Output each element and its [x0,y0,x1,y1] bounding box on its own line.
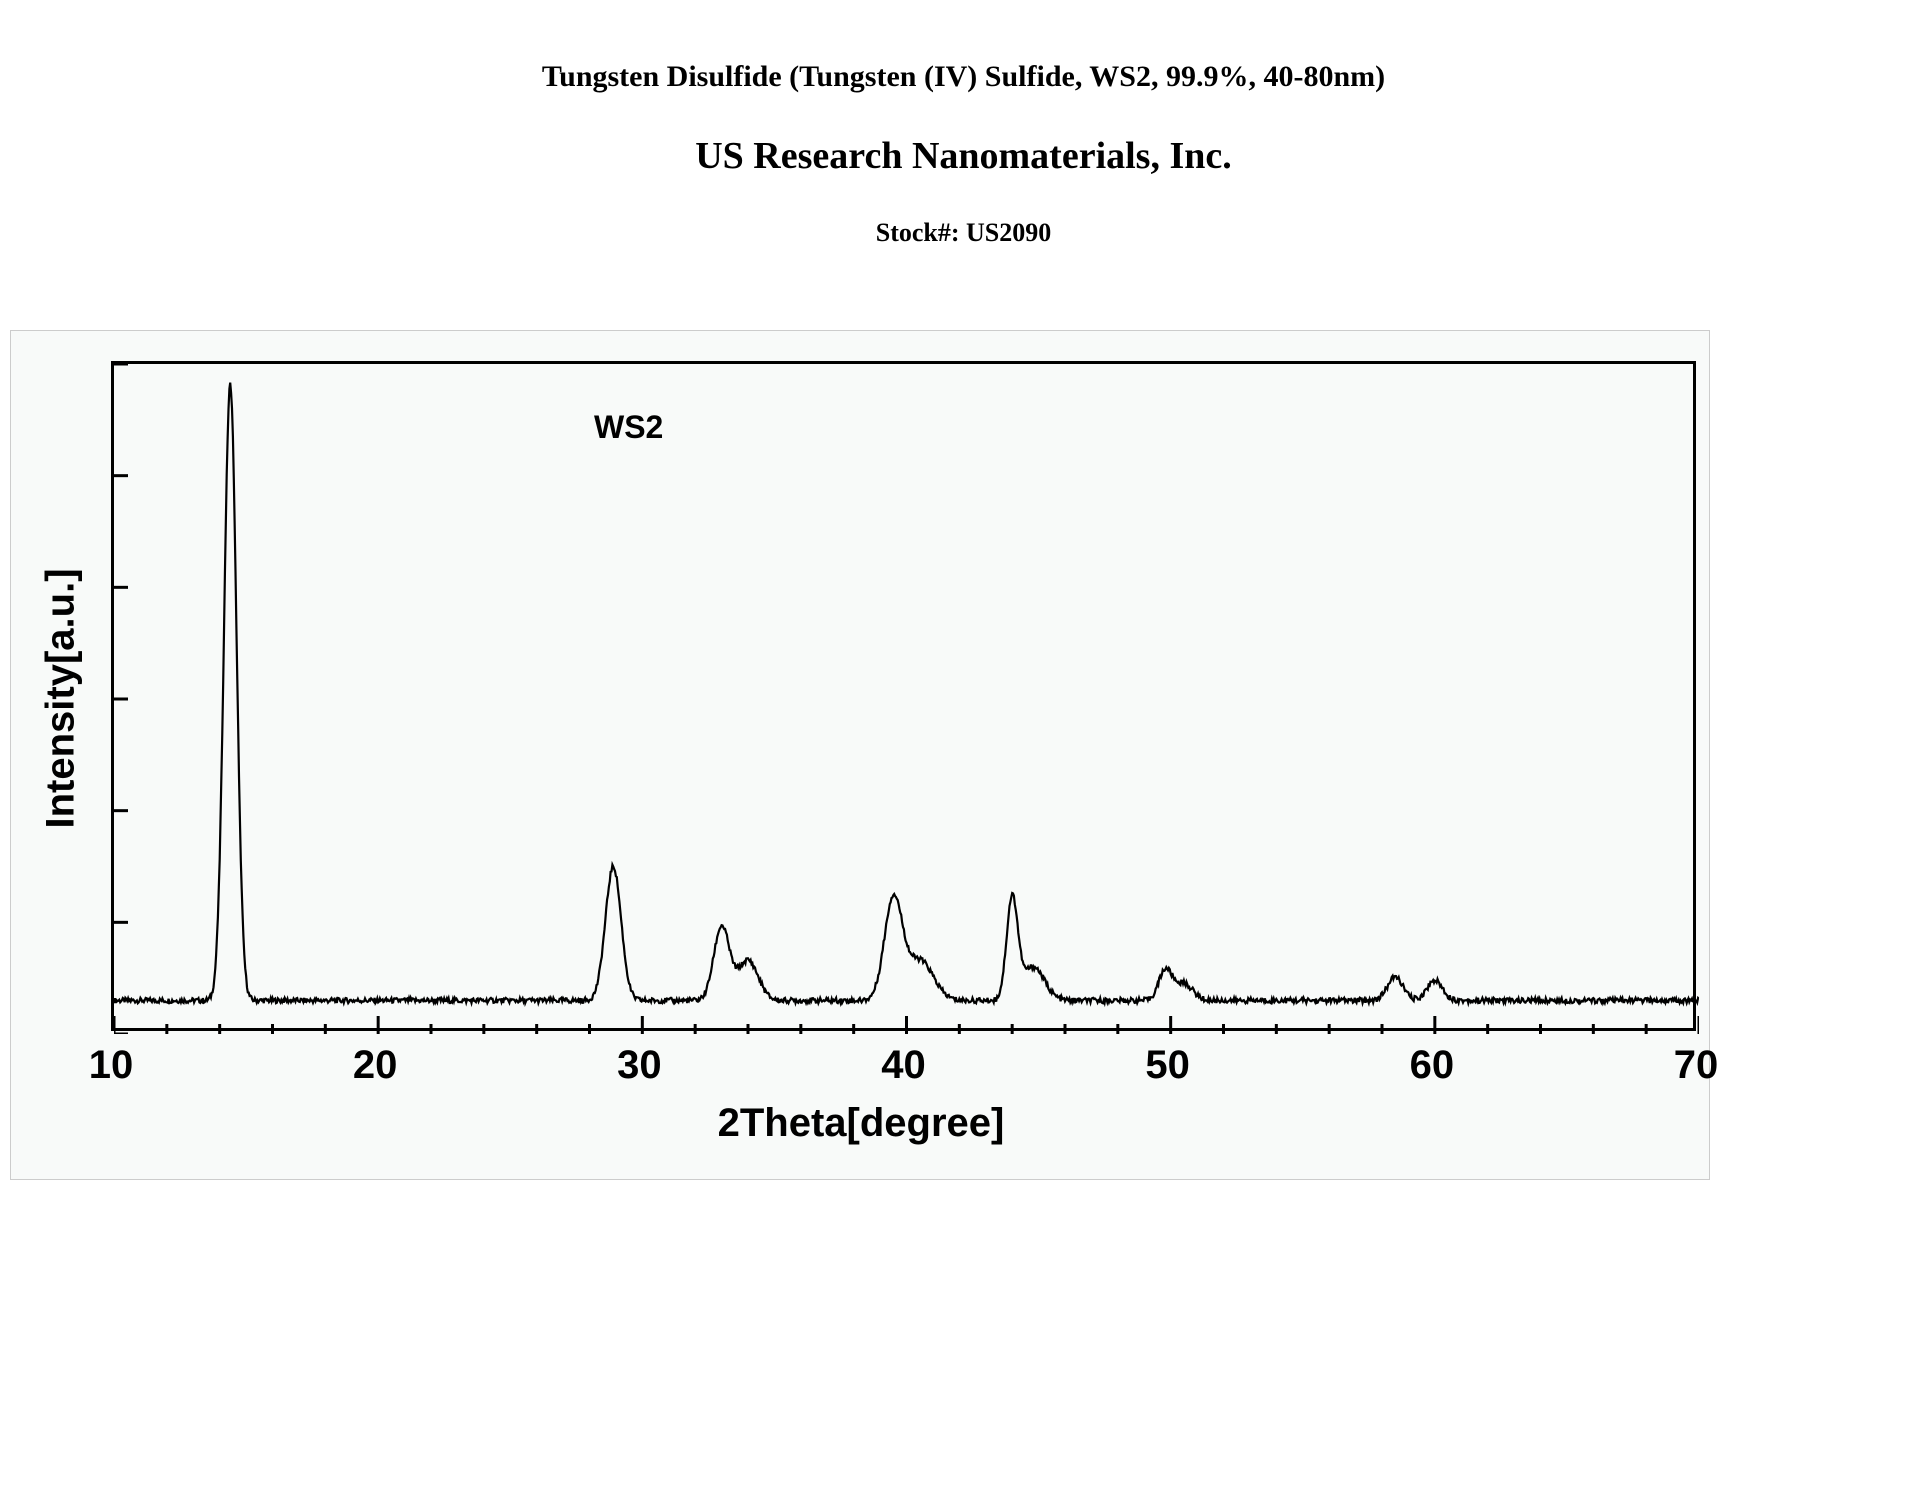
x-tick-label: 10 [89,1043,134,1088]
company-name: US Research Nanomaterials, Inc. [0,134,1927,178]
xrd-chart-container: Intensity[a.u.] WS2 10203040506070 2Thet… [10,330,1710,1180]
x-tick-label: 30 [617,1043,662,1088]
xrd-curve [114,383,1699,1004]
plot-frame: WS2 [111,361,1696,1031]
x-tick-label: 60 [1410,1043,1455,1088]
x-tick-label: 70 [1674,1043,1719,1088]
x-tick-marks [114,1016,1699,1034]
plot-svg [114,364,1699,1034]
x-tick-label: 40 [881,1043,926,1088]
document-header: Tungsten Disulfide (Tungsten (IV) Sulfid… [0,60,1927,248]
y-tick-marks [114,364,128,1034]
product-title: Tungsten Disulfide (Tungsten (IV) Sulfid… [0,60,1927,94]
y-axis-label: Intensity[a.u.] [39,569,84,829]
stock-number: Stock#: US2090 [0,218,1927,248]
x-tick-label: 50 [1145,1043,1190,1088]
x-axis-label: 2Theta[degree] [11,1101,1711,1146]
x-tick-label: 20 [353,1043,398,1088]
